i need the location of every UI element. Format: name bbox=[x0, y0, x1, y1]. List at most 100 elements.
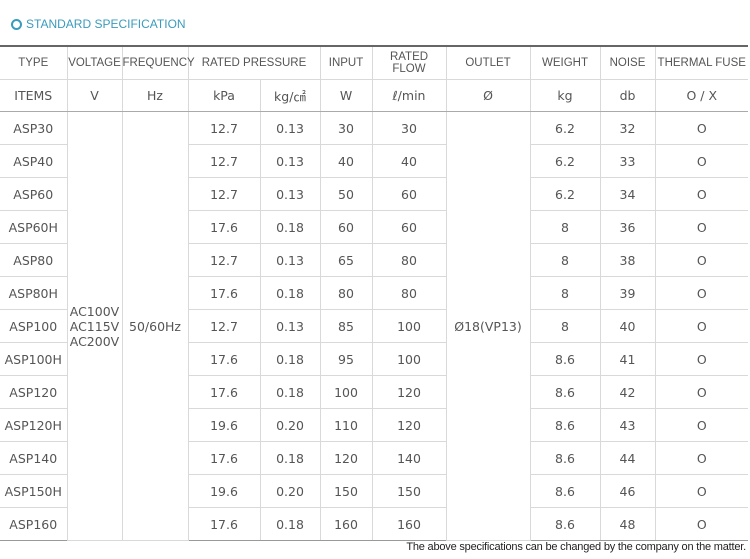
data-cell: O bbox=[654, 177, 748, 211]
data-cell: 8.6 bbox=[529, 507, 601, 541]
data-cell: 40 bbox=[371, 144, 447, 178]
data-cell: 46 bbox=[599, 474, 656, 508]
data-cell: 0.13 bbox=[259, 111, 321, 145]
data-cell: 8 bbox=[529, 243, 601, 277]
unit-cell: kg bbox=[529, 79, 601, 112]
data-cell: 120 bbox=[319, 441, 373, 475]
header-cell: TYPE bbox=[0, 45, 68, 80]
data-cell: 65 bbox=[319, 243, 373, 277]
data-cell: 0.13 bbox=[259, 243, 321, 277]
data-cell: 60 bbox=[319, 210, 373, 244]
data-cell: 17.6 bbox=[187, 342, 261, 376]
data-cell: 140 bbox=[371, 441, 447, 475]
data-cell: 42 bbox=[599, 375, 656, 409]
data-cell: 120 bbox=[371, 408, 447, 442]
data-row: ASP30 AC100V AC115V AC200V 50/60Hz 12.7 0.13 30… bbox=[0, 111, 748, 541]
title-text: STANDARD SPECIFICATION bbox=[26, 17, 186, 31]
data-cell: 17.6 bbox=[187, 210, 261, 244]
frequency-cell: 50/60Hz bbox=[121, 111, 189, 541]
data-cell: 100 bbox=[319, 375, 373, 409]
data-cell: 40 bbox=[599, 309, 656, 343]
data-cell: O bbox=[654, 375, 748, 409]
data-cell: ASP40 bbox=[0, 144, 68, 178]
data-cell: O bbox=[654, 474, 748, 508]
data-cell: 12.7 bbox=[187, 144, 261, 178]
data-cell: 110 bbox=[319, 408, 373, 442]
data-cell: 0.20 bbox=[259, 474, 321, 508]
data-cell: ASP80 bbox=[0, 243, 68, 277]
voltage-line: AC115V bbox=[69, 318, 120, 334]
data-cell: 8 bbox=[529, 276, 601, 310]
data-cell: 32 bbox=[599, 111, 656, 145]
data-cell: 41 bbox=[599, 342, 656, 376]
data-cell: 8.6 bbox=[529, 342, 601, 376]
data-cell: 0.18 bbox=[259, 375, 321, 409]
data-cell: 80 bbox=[319, 276, 373, 310]
data-cell: 160 bbox=[371, 507, 447, 541]
data-cell: 6.2 bbox=[529, 144, 601, 178]
data-cell: ASP60H bbox=[0, 210, 68, 244]
footnote: The above specifications can be changed … bbox=[406, 541, 746, 553]
unit-cell: ITEMS bbox=[0, 79, 68, 112]
data-cell: 12.7 bbox=[187, 309, 261, 343]
data-cell: 80 bbox=[371, 243, 447, 277]
unit-cell: Hz bbox=[121, 79, 189, 112]
data-cell: O bbox=[654, 507, 748, 541]
data-row: ASP160 17.6 0.18 160 160 8.6 48 O bbox=[0, 507, 748, 541]
data-cell: O bbox=[654, 276, 748, 310]
unit-cell: W bbox=[319, 79, 373, 112]
data-cell: 50 bbox=[319, 177, 373, 211]
data-cell: 0.13 bbox=[259, 177, 321, 211]
data-cell: O bbox=[654, 111, 748, 145]
header-cell: THERMAL FUSE bbox=[654, 45, 748, 80]
data-row: ASP80H 17.6 0.18 80 80 8 39 O bbox=[0, 276, 748, 310]
data-cell: O bbox=[654, 342, 748, 376]
voltage-cell: AC100V AC115V AC200V bbox=[66, 111, 123, 541]
header-cell: WEIGHT bbox=[529, 45, 601, 80]
unit-cell: V bbox=[66, 79, 123, 112]
data-cell: 12.7 bbox=[187, 177, 261, 211]
data-cell: 8 bbox=[529, 210, 601, 244]
data-cell: 12.7 bbox=[187, 111, 261, 145]
data-cell: 12.7 bbox=[187, 243, 261, 277]
data-cell: 17.6 bbox=[187, 276, 261, 310]
header-cell: INPUT bbox=[319, 45, 373, 80]
data-cell: 19.6 bbox=[187, 474, 261, 508]
data-cell: O bbox=[654, 243, 748, 277]
unit-cell: db bbox=[599, 79, 656, 112]
data-cell: ASP60 bbox=[0, 177, 68, 211]
data-cell: 40 bbox=[319, 144, 373, 178]
data-cell: 30 bbox=[371, 111, 447, 145]
data-row: ASP100H 17.6 0.18 95 100 8.6 41 O bbox=[0, 342, 748, 376]
data-cell: ASP150H bbox=[0, 474, 68, 508]
data-cell: 8.6 bbox=[529, 408, 601, 442]
data-cell: ASP140 bbox=[0, 441, 68, 475]
data-cell: 44 bbox=[599, 441, 656, 475]
header-cell: VOLTAGE bbox=[66, 45, 123, 80]
data-cell: 120 bbox=[371, 375, 447, 409]
data-cell: 0.18 bbox=[259, 342, 321, 376]
data-cell: 38 bbox=[599, 243, 656, 277]
data-cell: 8 bbox=[529, 309, 601, 343]
data-cell: 33 bbox=[599, 144, 656, 178]
data-row: ASP120 17.6 0.18 100 120 8.6 42 O bbox=[0, 375, 748, 409]
data-cell: 0.18 bbox=[259, 441, 321, 475]
header-cell: NOISE bbox=[599, 45, 656, 80]
unit-cell: kg/㎠ bbox=[259, 79, 321, 112]
header-cell: OUTLET bbox=[445, 45, 531, 80]
data-cell: ASP120 bbox=[0, 375, 68, 409]
data-cell: 100 bbox=[371, 309, 447, 343]
data-cell: 19.6 bbox=[187, 408, 261, 442]
data-cell: O bbox=[654, 408, 748, 442]
data-cell: 39 bbox=[599, 276, 656, 310]
data-cell: ASP160 bbox=[0, 507, 68, 541]
unit-cell: O / X bbox=[654, 79, 748, 112]
data-cell: ASP120H bbox=[0, 408, 68, 442]
data-cell: 0.18 bbox=[259, 210, 321, 244]
data-cell: 34 bbox=[599, 177, 656, 211]
data-cell: O bbox=[654, 144, 748, 178]
data-row: ASP100 12.7 0.13 85 100 8 40 O bbox=[0, 309, 748, 343]
voltage-line: AC100V bbox=[69, 303, 120, 319]
header-cell: RATED PRESSURE bbox=[187, 45, 321, 80]
